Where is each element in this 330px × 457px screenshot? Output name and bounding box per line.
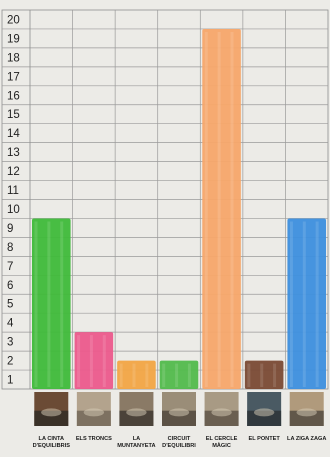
y-tick-label: 20 [7, 14, 20, 26]
y-tick-label: 17 [7, 71, 20, 83]
photos [34, 392, 324, 426]
photo-detail [211, 408, 232, 417]
y-tick-label: 13 [7, 147, 20, 159]
y-tick-label: 1 [7, 375, 13, 387]
x-tick-label: LA CINTA [39, 436, 64, 442]
photo-detail [83, 408, 105, 417]
y-tick-label: 14 [7, 128, 20, 140]
y-tick-label: 15 [7, 109, 20, 121]
y-tick-label: 11 [7, 185, 19, 197]
bar [244, 360, 284, 389]
photo-detail [296, 408, 317, 417]
y-tick-label: 16 [7, 90, 20, 102]
y-tick-label: 8 [7, 242, 13, 254]
balance-beam-photo [34, 392, 69, 426]
photo-detail [168, 408, 190, 417]
x-tick-label: D'EQUILIBRIS [33, 443, 71, 449]
small-bridge-photo [247, 392, 282, 426]
bar [74, 332, 114, 389]
x-tick-label: EL CERCLE [206, 436, 238, 442]
x-tick-label: MUNTANYETA [117, 443, 155, 449]
x-tick-label: D'EQUILIBRI [162, 443, 196, 449]
x-tick-label: LA [133, 436, 140, 442]
bar [159, 360, 199, 389]
x-tick-label: MÀGIC [212, 442, 231, 449]
x-tick-label: LA ZIGA ZAGA [287, 436, 326, 442]
bar [287, 218, 326, 389]
y-tick-label: 6 [7, 280, 13, 292]
y-tick-label: 12 [7, 166, 20, 178]
y-tick-label: 10 [7, 204, 20, 216]
photo-detail [126, 408, 147, 417]
bars [32, 28, 326, 389]
y-tick-label: 5 [7, 299, 13, 311]
bar [117, 360, 156, 389]
x-tick-label: ELS TRONCS [76, 436, 112, 442]
x-tick-label: EL PONTET [248, 436, 280, 442]
y-tick-label: 3 [7, 337, 13, 349]
y-tick-label: 4 [7, 318, 14, 330]
balance-circuit-photo [162, 392, 196, 426]
x-tick-label: CIRCUIT [168, 436, 191, 442]
y-tick-label: 18 [7, 52, 20, 64]
y-tick-label: 9 [7, 223, 13, 235]
photo-detail [253, 408, 275, 417]
zigzag-photo [289, 392, 324, 426]
logs-photo [76, 392, 111, 426]
photo-detail [41, 408, 62, 417]
y-tick-label: 2 [7, 356, 13, 368]
bar [32, 218, 71, 389]
y-tick-label: 7 [7, 261, 13, 273]
mound-photo [119, 392, 154, 426]
bar [202, 28, 241, 389]
y-tick-label: 19 [7, 33, 20, 45]
magic-circle-photo [204, 392, 239, 426]
